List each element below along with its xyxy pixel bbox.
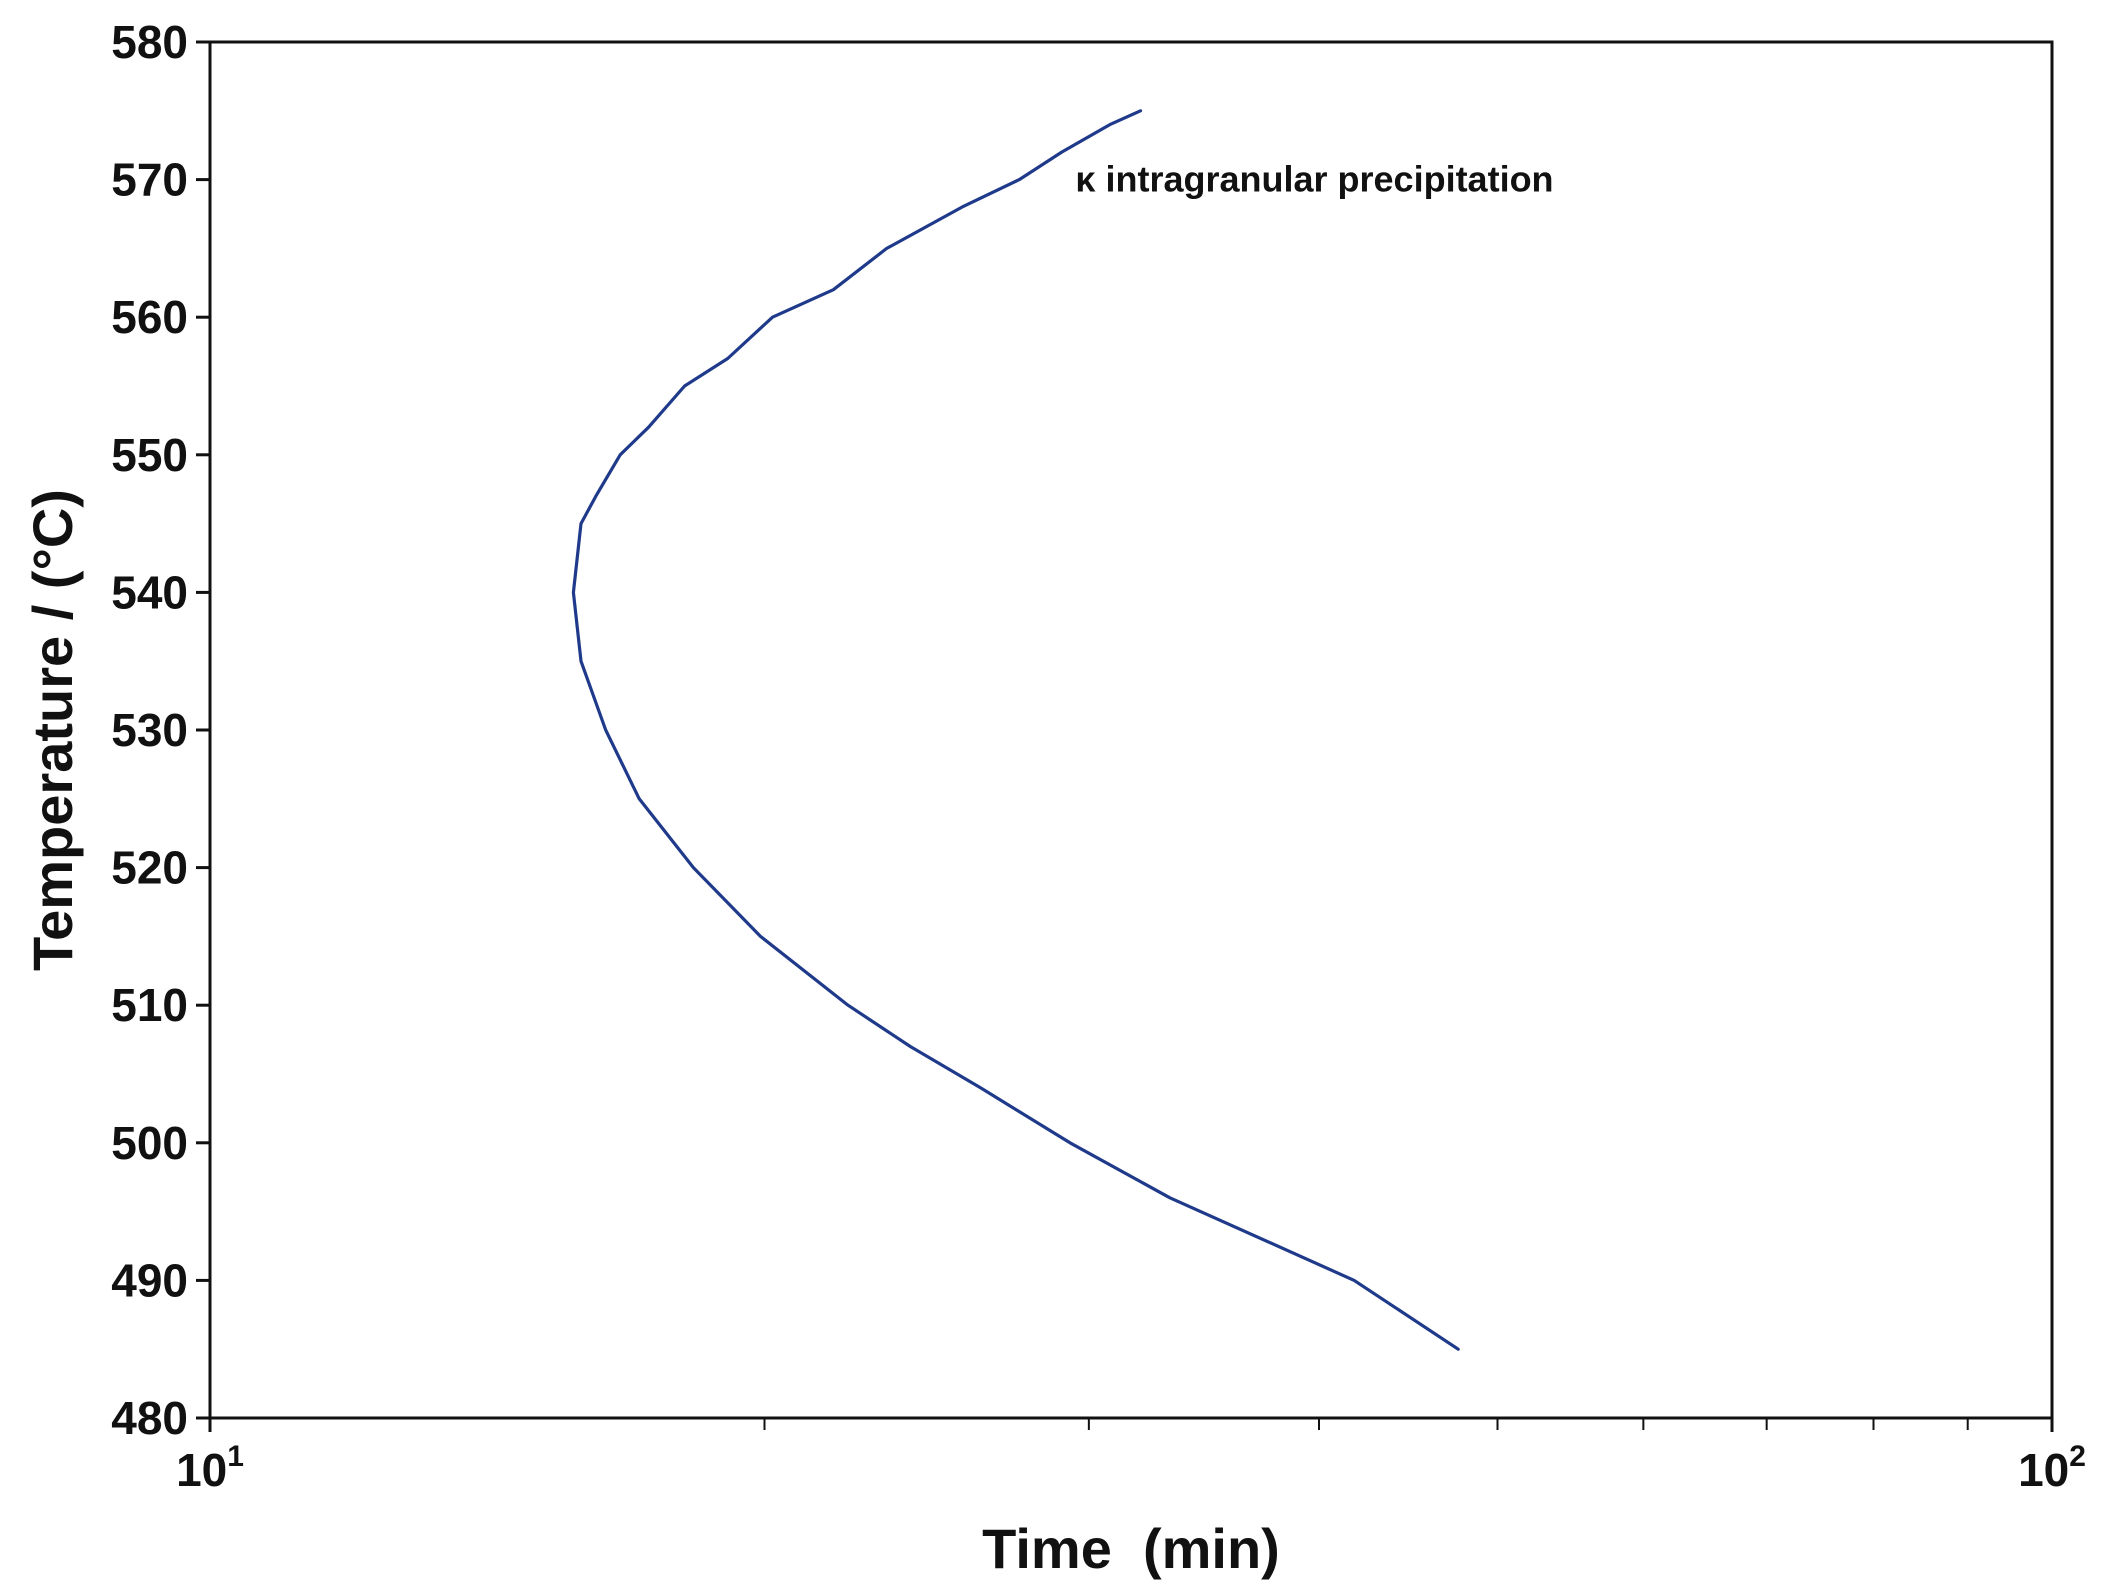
y-tick-label: 570: [111, 154, 188, 206]
y-tick-label: 490: [111, 1254, 188, 1306]
plot-area-frame: [208, 40, 2054, 1420]
y-axis-ticks: 580 570 560 550 540 530 520 510 500 490 480: [111, 16, 210, 1444]
series-layer: [571, 109, 1460, 1351]
x-axis-title: Time (min): [982, 1517, 1280, 1580]
x-tick-label: 101: [176, 1440, 244, 1496]
y-tick-label: 500: [111, 1117, 188, 1169]
y-axis-title: Temperature / (°C): [21, 489, 84, 971]
y-tick-label: 580: [111, 16, 188, 68]
series-line: [571, 109, 1460, 1351]
y-tick-label: 530: [111, 704, 188, 756]
y-tick-label: 540: [111, 566, 188, 618]
x-axis-ticks: 101 102: [176, 1418, 2086, 1496]
annotation-label: κ intragranular precipitation: [1075, 159, 1553, 200]
y-tick-label: 520: [111, 842, 188, 894]
y-tick-label: 560: [111, 291, 188, 343]
y-tick-label: 480: [111, 1392, 188, 1444]
x-tick-label: 102: [2018, 1440, 2086, 1496]
y-tick-label: 550: [111, 429, 188, 481]
y-tick-label: 510: [111, 979, 188, 1031]
